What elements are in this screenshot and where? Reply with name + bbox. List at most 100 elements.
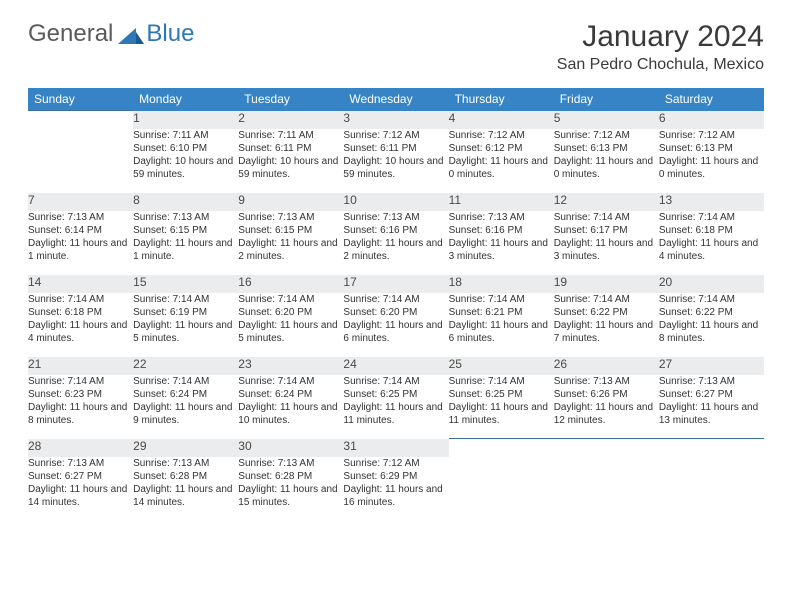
sunrise-text: Sunrise: 7:13 AM (133, 457, 238, 470)
day-number-cell: 2 (238, 111, 343, 129)
sunset-text: Sunset: 6:19 PM (133, 306, 238, 319)
day-number-cell: 22 (133, 357, 238, 375)
daylight-text: Daylight: 11 hours and 14 minutes. (28, 483, 133, 509)
day-number-row: 123456 (28, 111, 764, 129)
sunset-text: Sunset: 6:28 PM (238, 470, 343, 483)
day-detail-cell: Sunrise: 7:12 AMSunset: 6:13 PMDaylight:… (659, 129, 764, 193)
day-number-cell: 19 (554, 275, 659, 293)
day-detail-row: Sunrise: 7:11 AMSunset: 6:10 PMDaylight:… (28, 129, 764, 193)
daylight-text: Daylight: 11 hours and 11 minutes. (449, 401, 554, 427)
day-detail-cell: Sunrise: 7:14 AMSunset: 6:19 PMDaylight:… (133, 293, 238, 357)
day-number-cell: 21 (28, 357, 133, 375)
day-detail-cell: Sunrise: 7:14 AMSunset: 6:24 PMDaylight:… (133, 375, 238, 439)
day-detail-cell: Sunrise: 7:12 AMSunset: 6:13 PMDaylight:… (554, 129, 659, 193)
logo: General Blue (28, 20, 194, 48)
sunset-text: Sunset: 6:20 PM (238, 306, 343, 319)
sunset-text: Sunset: 6:13 PM (554, 142, 659, 155)
daylight-text: Daylight: 11 hours and 0 minutes. (659, 155, 764, 181)
daylight-text: Daylight: 11 hours and 5 minutes. (133, 319, 238, 345)
sunrise-text: Sunrise: 7:11 AM (238, 129, 343, 142)
sunrise-text: Sunrise: 7:14 AM (659, 211, 764, 224)
sunrise-text: Sunrise: 7:14 AM (28, 293, 133, 306)
day-detail-row: Sunrise: 7:14 AMSunset: 6:18 PMDaylight:… (28, 293, 764, 357)
day-number-cell: 6 (659, 111, 764, 129)
day-detail-cell: Sunrise: 7:12 AMSunset: 6:12 PMDaylight:… (449, 129, 554, 193)
daylight-text: Daylight: 11 hours and 16 minutes. (343, 483, 448, 509)
day-detail-cell: Sunrise: 7:13 AMSunset: 6:16 PMDaylight:… (449, 211, 554, 275)
sunset-text: Sunset: 6:16 PM (449, 224, 554, 237)
day-detail-row: Sunrise: 7:13 AMSunset: 6:27 PMDaylight:… (28, 457, 764, 521)
day-detail-cell (28, 129, 133, 193)
daylight-text: Daylight: 11 hours and 13 minutes. (659, 401, 764, 427)
day-number-cell: 4 (449, 111, 554, 129)
sunrise-text: Sunrise: 7:12 AM (343, 129, 448, 142)
sunrise-text: Sunrise: 7:13 AM (28, 457, 133, 470)
sunset-text: Sunset: 6:29 PM (343, 470, 448, 483)
day-number-cell: 3 (343, 111, 448, 129)
daylight-text: Daylight: 11 hours and 8 minutes. (28, 401, 133, 427)
day-detail-cell: Sunrise: 7:14 AMSunset: 6:22 PMDaylight:… (554, 293, 659, 357)
day-detail-cell (554, 457, 659, 521)
day-number-row: 78910111213 (28, 193, 764, 211)
daylight-text: Daylight: 11 hours and 1 minute. (133, 237, 238, 263)
logo-text-general: General (28, 20, 113, 48)
daylight-text: Daylight: 11 hours and 11 minutes. (343, 401, 448, 427)
weekday-header: Monday (133, 88, 238, 111)
daylight-text: Daylight: 11 hours and 5 minutes. (238, 319, 343, 345)
sunset-text: Sunset: 6:11 PM (343, 142, 448, 155)
day-detail-cell: Sunrise: 7:14 AMSunset: 6:22 PMDaylight:… (659, 293, 764, 357)
sunrise-text: Sunrise: 7:13 AM (238, 457, 343, 470)
day-number-cell: 28 (28, 439, 133, 457)
day-detail-cell: Sunrise: 7:12 AMSunset: 6:29 PMDaylight:… (343, 457, 448, 521)
weekday-header: Tuesday (238, 88, 343, 111)
sunset-text: Sunset: 6:18 PM (28, 306, 133, 319)
day-detail-cell: Sunrise: 7:13 AMSunset: 6:28 PMDaylight:… (133, 457, 238, 521)
logo-text-blue: Blue (146, 20, 194, 48)
sunrise-text: Sunrise: 7:14 AM (133, 293, 238, 306)
sunrise-text: Sunrise: 7:11 AM (133, 129, 238, 142)
sunset-text: Sunset: 6:14 PM (28, 224, 133, 237)
day-number-cell: 18 (449, 275, 554, 293)
day-number-cell (659, 439, 764, 457)
sunset-text: Sunset: 6:15 PM (238, 224, 343, 237)
logo-triangle-icon (118, 26, 144, 44)
weekday-header: Wednesday (343, 88, 448, 111)
daylight-text: Daylight: 11 hours and 10 minutes. (238, 401, 343, 427)
sunset-text: Sunset: 6:16 PM (343, 224, 448, 237)
daylight-text: Daylight: 11 hours and 4 minutes. (28, 319, 133, 345)
day-detail-cell: Sunrise: 7:14 AMSunset: 6:21 PMDaylight:… (449, 293, 554, 357)
daylight-text: Daylight: 11 hours and 0 minutes. (554, 155, 659, 181)
daylight-text: Daylight: 10 hours and 59 minutes. (133, 155, 238, 181)
daylight-text: Daylight: 11 hours and 1 minute. (28, 237, 133, 263)
sunset-text: Sunset: 6:10 PM (133, 142, 238, 155)
day-detail-cell (659, 457, 764, 521)
day-detail-cell: Sunrise: 7:13 AMSunset: 6:27 PMDaylight:… (659, 375, 764, 439)
day-detail-row: Sunrise: 7:14 AMSunset: 6:23 PMDaylight:… (28, 375, 764, 439)
sunrise-text: Sunrise: 7:14 AM (238, 375, 343, 388)
sunset-text: Sunset: 6:25 PM (449, 388, 554, 401)
day-detail-cell: Sunrise: 7:11 AMSunset: 6:10 PMDaylight:… (133, 129, 238, 193)
day-detail-cell: Sunrise: 7:14 AMSunset: 6:18 PMDaylight:… (659, 211, 764, 275)
sunrise-text: Sunrise: 7:14 AM (554, 211, 659, 224)
sunrise-text: Sunrise: 7:13 AM (659, 375, 764, 388)
sunset-text: Sunset: 6:26 PM (554, 388, 659, 401)
sunset-text: Sunset: 6:18 PM (659, 224, 764, 237)
daylight-text: Daylight: 11 hours and 7 minutes. (554, 319, 659, 345)
sunset-text: Sunset: 6:28 PM (133, 470, 238, 483)
sunrise-text: Sunrise: 7:13 AM (449, 211, 554, 224)
day-detail-cell: Sunrise: 7:11 AMSunset: 6:11 PMDaylight:… (238, 129, 343, 193)
day-detail-cell: Sunrise: 7:14 AMSunset: 6:24 PMDaylight:… (238, 375, 343, 439)
sunset-text: Sunset: 6:23 PM (28, 388, 133, 401)
day-number-cell: 16 (238, 275, 343, 293)
day-number-cell: 1 (133, 111, 238, 129)
day-number-row: 14151617181920 (28, 275, 764, 293)
sunrise-text: Sunrise: 7:13 AM (28, 211, 133, 224)
title-block: January 2024 San Pedro Chochula, Mexico (557, 20, 764, 74)
daylight-text: Daylight: 10 hours and 59 minutes. (238, 155, 343, 181)
sunset-text: Sunset: 6:24 PM (133, 388, 238, 401)
sunset-text: Sunset: 6:27 PM (28, 470, 133, 483)
daylight-text: Daylight: 11 hours and 6 minutes. (449, 319, 554, 345)
day-number-cell: 20 (659, 275, 764, 293)
day-number-cell (554, 439, 659, 457)
sunrise-text: Sunrise: 7:14 AM (28, 375, 133, 388)
